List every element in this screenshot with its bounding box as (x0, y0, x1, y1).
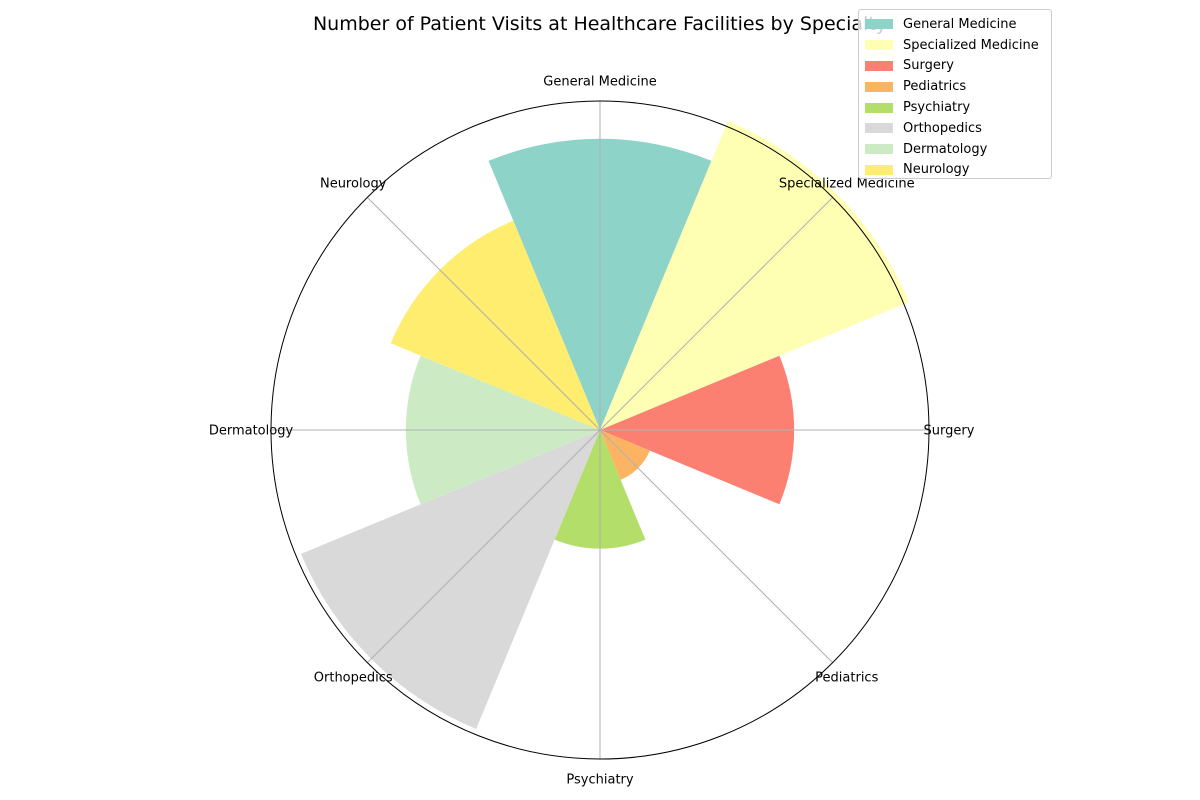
grid-layer (270, 100, 930, 760)
chart-title: Number of Patient Visits at Healthcare F… (313, 13, 887, 35)
legend-item-specialized-medicine: Specialized Medicine (865, 35, 1051, 56)
legend-swatch (865, 102, 893, 113)
legend-item-neurology: Neurology (865, 160, 1051, 181)
gridline-neurology (367, 197, 601, 431)
legend-swatch (865, 123, 893, 134)
category-label-dermatology: Dermatology (209, 424, 294, 439)
category-label-psychiatry: Psychiatry (566, 773, 633, 788)
category-label-specialized-medicine: Specialized Medicine (779, 177, 915, 192)
legend-label: Orthopedics (903, 120, 982, 136)
legend-swatch (865, 144, 893, 155)
category-label-surgery: Surgery (924, 424, 975, 439)
legend-label: Neurology (903, 162, 970, 178)
legend-swatch (865, 81, 893, 92)
legend-item-orthopedics: Orthopedics (865, 118, 1051, 139)
gridline-orthopedics (367, 429, 601, 663)
gridline-specialized-medicine (599, 197, 833, 431)
category-label-orthopedics: Orthopedics (314, 670, 393, 685)
gridline-pediatrics (599, 429, 833, 663)
legend-label: Surgery (903, 58, 954, 74)
labels-layer: General Medicine Specialized Medicine Surg… (209, 75, 975, 788)
legend-label: Pediatrics (903, 79, 967, 95)
legend-swatch (865, 19, 893, 30)
category-label-neurology: Neurology (320, 177, 387, 192)
legend-item-psychiatry: Psychiatry (865, 97, 1051, 118)
legend-label: Dermatology (903, 141, 988, 157)
legend-item-dermatology: Dermatology (865, 139, 1051, 160)
outer-circle (270, 100, 930, 760)
legend-label: Psychiatry (903, 100, 971, 116)
legend-label: General Medicine (903, 16, 1017, 32)
legend-swatch (865, 164, 893, 175)
legend-swatch (865, 60, 893, 71)
legend-item-pediatrics: Pediatrics (865, 76, 1051, 97)
legend-item-general-medicine: General Medicine (865, 14, 1051, 35)
category-label-general-medicine: General Medicine (543, 75, 656, 90)
legend-label: Specialized Medicine (903, 37, 1039, 53)
legend-item-surgery: Surgery (865, 56, 1051, 77)
legend: General Medicine Specialized Medicine Surg… (858, 9, 1052, 179)
legend-swatch (865, 40, 893, 51)
category-label-pediatrics: Pediatrics (815, 670, 878, 685)
